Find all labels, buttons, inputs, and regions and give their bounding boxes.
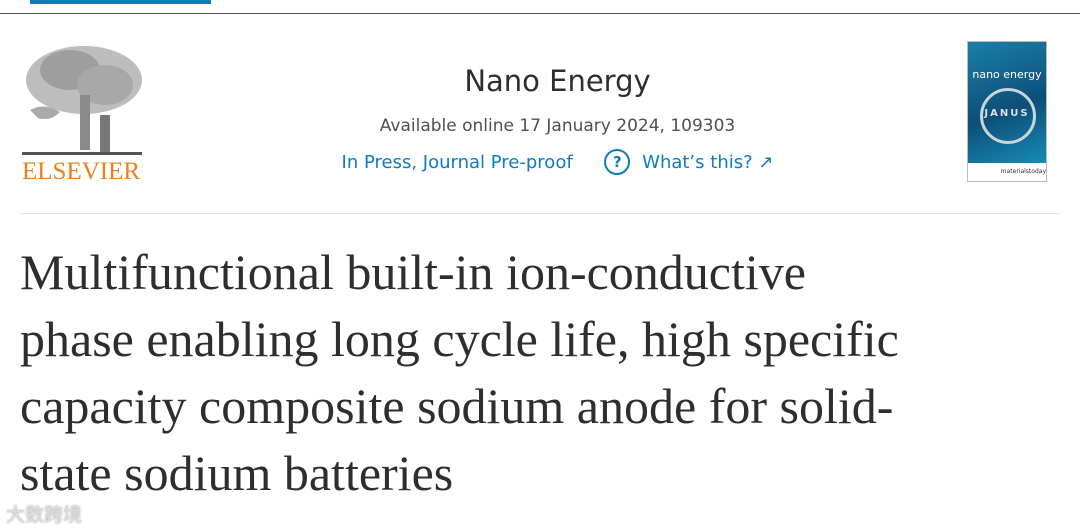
cover-ring <box>980 88 1036 144</box>
top-nav-indicator <box>30 0 211 4</box>
title-line: Multifunctional built-in ion-conductive <box>20 244 806 300</box>
title-line: phase enabling long cycle life, high spe… <box>20 311 899 367</box>
title-line: state sodium batteries <box>20 445 454 501</box>
question-circle-icon[interactable]: ? <box>604 149 631 175</box>
journal-name[interactable]: Nano Energy <box>464 64 651 98</box>
header-divider <box>0 13 1080 14</box>
section-divider <box>20 213 1060 214</box>
title-line: capacity composite sodium anode for soli… <box>20 378 894 434</box>
journal-cover-image[interactable]: nano energy JANUS materialstoday <box>967 41 1047 182</box>
cover-subtitle: JANUS <box>984 108 1030 119</box>
status-row: In Press, Journal Pre-proof ? What’s thi… <box>250 149 865 175</box>
elsevier-tree-logo <box>22 46 142 155</box>
watermark: 大数跨境 <box>6 504 83 526</box>
article-title: Multifunctional built-in ion-conductive … <box>20 239 899 507</box>
cover-footer: materialstoday <box>968 163 1046 181</box>
whats-this-link[interactable]: What’s this? ↗ <box>642 151 774 173</box>
availability-info: Available online 17 January 2024, 109303 <box>379 116 736 136</box>
elsevier-wordmark[interactable]: ELSEVIER <box>22 158 141 185</box>
journal-pre-proof-link[interactable]: In Press, Journal Pre-proof <box>341 151 573 173</box>
cover-title: nano energy <box>972 68 1042 81</box>
